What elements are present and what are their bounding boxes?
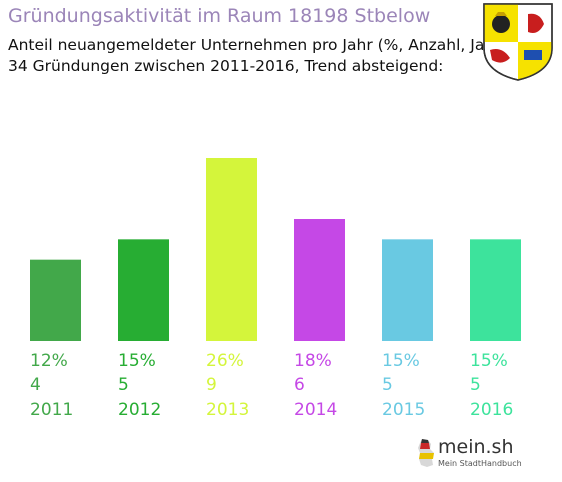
chart-subtitle-line1: Anteil neuangemeldeter Unternehmen pro J… — [8, 36, 507, 54]
percent-label-2015: 15% — [382, 351, 420, 371]
count-label-2014: 6 — [294, 375, 305, 395]
percent-label-2012: 15% — [118, 351, 156, 371]
count-label-2013: 9 — [206, 375, 217, 395]
count-label-2016: 5 — [470, 375, 481, 395]
count-label-2011: 4 — [30, 375, 41, 395]
coat-of-arms-icon — [483, 3, 553, 81]
bar-2014 — [294, 219, 345, 341]
brand-name: mein.sh — [438, 436, 514, 458]
percent-label-2011: 12% — [30, 351, 68, 371]
bar-2016 — [470, 239, 521, 341]
percent-label-2014: 18% — [294, 351, 332, 371]
chart-title: Gründungsaktivität im Raum 18198 Stbelow — [8, 5, 431, 27]
bar-2013 — [206, 158, 257, 341]
germany-map-icon — [418, 439, 434, 467]
count-label-2015: 5 — [382, 375, 393, 395]
bar-2012 — [118, 239, 169, 341]
year-label-2011: 2011 — [30, 400, 73, 420]
brand-tagline: Mein StadtHandbuch — [438, 459, 522, 468]
brand-logo[interactable]: mein.sh Mein StadtHandbuch — [416, 432, 526, 472]
year-label-2013: 2013 — [206, 400, 249, 420]
year-label-2015: 2015 — [382, 400, 425, 420]
percent-label-2016: 15% — [470, 351, 508, 371]
year-label-2016: 2016 — [470, 400, 513, 420]
percent-label-2013: 26% — [206, 351, 244, 371]
bar-2015 — [382, 239, 433, 341]
count-label-2012: 5 — [118, 375, 129, 395]
bar-2011 — [30, 259, 81, 341]
year-label-2014: 2014 — [294, 400, 337, 420]
year-label-2012: 2012 — [118, 400, 161, 420]
chart-subtitle-line2: 34 Gründungen zwischen 2011-2016, Trend … — [8, 57, 444, 75]
